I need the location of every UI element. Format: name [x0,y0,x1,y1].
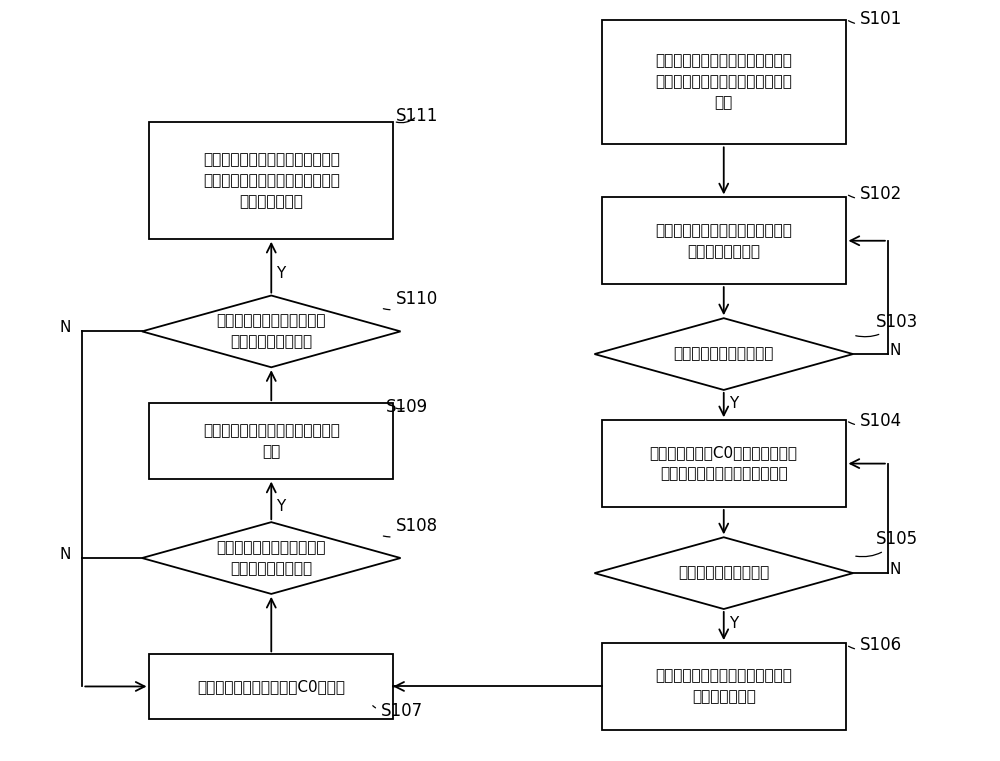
Text: N: N [59,546,70,562]
Bar [149,654,393,718]
Bar [149,122,393,239]
Text: S103: S103 [856,313,918,336]
Text: Y: Y [276,499,286,514]
Polygon shape [594,537,853,609]
Text: 控制混动离合器C0的压力调整至小
压力，控制发动机自行点火启动: 控制混动离合器C0的压力调整至小 压力，控制发动机自行点火启动 [650,446,798,482]
Text: 控制将混动离合器的压力提升至最
大闭锁压力，控制发动机和电机共
同驱动整车起步: 控制将混动离合器的压力提升至最 大闭锁压力，控制发动机和电机共 同驱动整车起步 [203,151,340,209]
Text: S105: S105 [856,530,918,556]
Text: S104: S104 [848,412,902,429]
Polygon shape [142,295,401,368]
Text: N: N [890,562,901,577]
Polygon shape [142,522,401,594]
Text: N: N [59,320,70,335]
Text: S102: S102 [848,185,902,203]
Bar [149,403,393,479]
Text: 控制逐步降低混动离合器C0的滑差: 控制逐步降低混动离合器C0的滑差 [197,679,345,694]
Bar [602,643,846,730]
Text: 发动机转速大于转速数值: 发动机转速大于转速数值 [674,346,774,361]
Text: Y: Y [729,396,738,411]
Text: 发动机转速与输入轴转速之
差小于第一转速差值: 发动机转速与输入轴转速之 差小于第一转速差值 [217,540,326,576]
Text: 控制将混动离合器的压力提升至消
除摩擦片之间间隙所需要的控制压
力值: 控制将混动离合器的压力提升至消 除摩擦片之间间隙所需要的控制压 力值 [655,53,792,110]
Text: S101: S101 [848,11,902,28]
Text: S108: S108 [383,517,438,537]
Text: S110: S110 [383,290,438,310]
Polygon shape [594,318,853,390]
Bar [602,20,846,145]
Bar [602,197,846,284]
Text: S111: S111 [396,107,438,125]
Text: 发动机转速与输入轴转速之
差小于第二转速差值: 发动机转速与输入轴转速之 差小于第二转速差值 [217,314,326,349]
Text: S109: S109 [386,398,428,416]
Text: 通过混动离合器的压力将电机的转
矩输出到发动机上: 通过混动离合器的压力将电机的转 矩输出到发动机上 [655,223,792,259]
Text: Y: Y [729,616,738,632]
Text: 差值大于预先转速阈值: 差值大于预先转速阈值 [678,565,769,581]
Text: S106: S106 [848,636,902,654]
Text: Y: Y [276,266,286,281]
Bar [602,420,846,507]
Text: S107: S107 [373,702,423,721]
Text: 按照预定的斜率提升混动离合器的
压力: 按照预定的斜率提升混动离合器的 压力 [203,423,340,459]
Text: N: N [890,342,901,358]
Text: 通过提升混动离合器的压力，逐步
降低发动机转速: 通过提升混动离合器的压力，逐步 降低发动机转速 [655,668,792,705]
